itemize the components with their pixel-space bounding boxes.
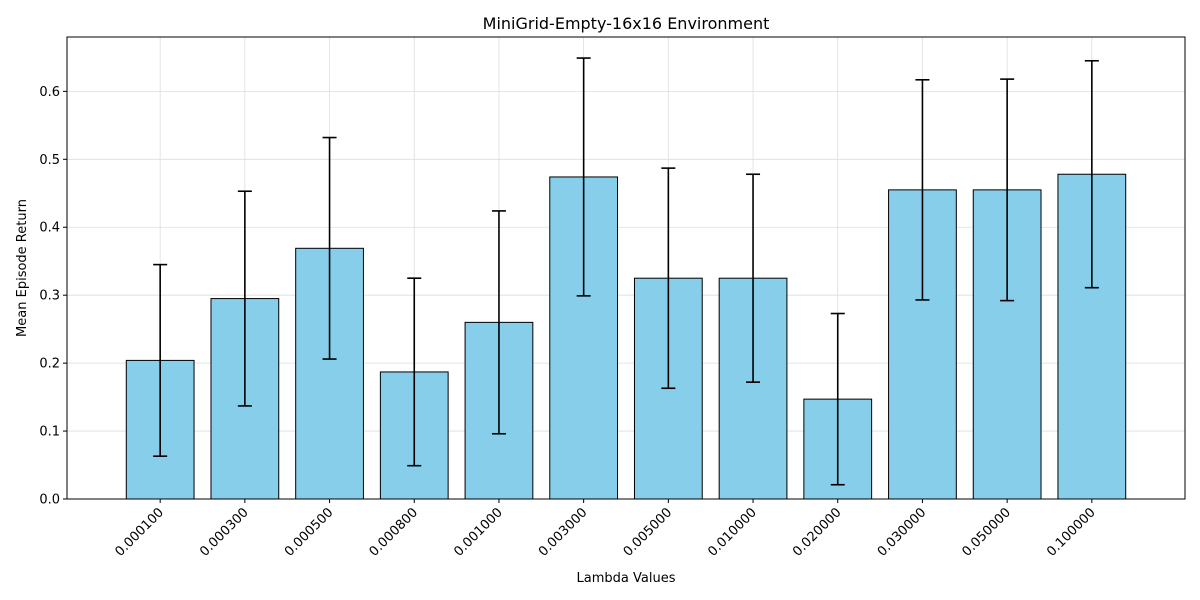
error-bar-layer — [153, 57, 1099, 486]
x-ticks: 0.000100 0.000300 0.000500 0.000800 0.001000… — [113, 499, 1099, 560]
x-axis-title: Lambda Values — [577, 571, 676, 586]
x-tick-label: 0.005000 — [621, 505, 675, 559]
plot-frame — [66, 36, 1186, 500]
y-tick-label: 0.6 — [39, 85, 60, 100]
x-tick-label: 0.000800 — [367, 505, 421, 559]
y-tick-label: 0.5 — [39, 153, 60, 168]
x-tick-label: 0.010000 — [705, 505, 759, 559]
x-tick-label: 0.030000 — [875, 505, 929, 559]
bar-layer — [125, 173, 1127, 500]
x-tick-label: 0.001000 — [451, 505, 505, 559]
x-tick-label: 0.000500 — [282, 505, 336, 559]
y-axis-title: Mean Episode Return — [15, 199, 30, 337]
x-tick-label: 0.000100 — [113, 505, 167, 559]
chart-title: MiniGrid-Empty-16x16 Environment — [483, 14, 770, 33]
y-tick-label: 0.1 — [39, 425, 60, 440]
y-ticks: 0.0 0.1 0.2 0.3 0.4 0.5 0.6 — [39, 85, 67, 508]
x-tick-label: 0.003000 — [536, 505, 590, 559]
y-tick-label: 0.0 — [39, 493, 60, 508]
y-tick-label: 0.2 — [39, 357, 60, 372]
x-tick-label: 0.000300 — [197, 505, 251, 559]
x-tick-label: 0.100000 — [1044, 505, 1098, 559]
x-tick-label: 0.020000 — [790, 505, 844, 559]
y-tick-label: 0.3 — [39, 289, 60, 304]
y-tick-label: 0.4 — [39, 221, 60, 236]
x-tick-label: 0.050000 — [959, 505, 1013, 559]
